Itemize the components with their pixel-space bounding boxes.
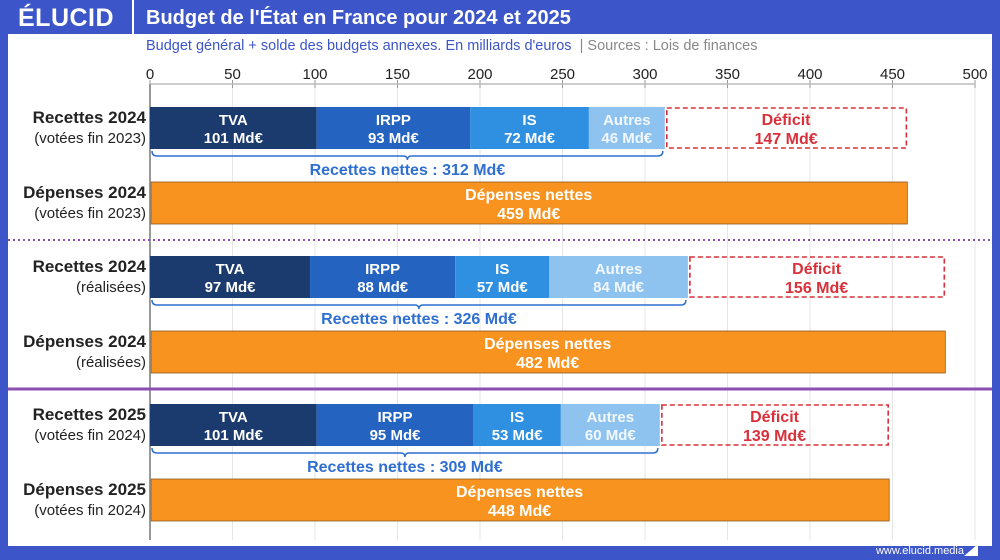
deficit-label: Déficit bbox=[762, 112, 812, 129]
bar-segment-autres bbox=[549, 256, 688, 298]
recettes-label: Recettes 2024 (votées fin 2023) bbox=[6, 107, 146, 149]
segment-name-label: Autres bbox=[595, 261, 643, 278]
segment-name-label: TVA bbox=[219, 409, 248, 426]
depenses-label: Dépenses 2024 (votées fin 2023) bbox=[6, 182, 146, 224]
x-tick-label: 400 bbox=[797, 66, 822, 83]
chart-title: Budget de l'État en France pour 2024 et … bbox=[146, 7, 571, 29]
depenses-value-label: 448 Md€ bbox=[488, 503, 551, 520]
row-label: Recettes 2024 bbox=[32, 108, 146, 127]
bar-segment-is bbox=[455, 256, 550, 298]
bar-segment-tva bbox=[150, 256, 311, 298]
deficit-box bbox=[689, 256, 946, 298]
bar-segment-irpp bbox=[310, 256, 456, 298]
row-sublabel: (réalisées) bbox=[75, 354, 146, 371]
brace bbox=[151, 150, 664, 161]
segment-name-label: IRPP bbox=[376, 112, 411, 129]
row-label: Dépenses 2025 bbox=[23, 480, 146, 499]
segment-name-label: Autres bbox=[603, 112, 651, 129]
x-tick-label: 50 bbox=[224, 66, 241, 83]
recettes-nettes-label: Recettes nettes : 312 Md€ bbox=[310, 162, 506, 179]
deficit-label: Déficit bbox=[750, 409, 800, 426]
x-tick-label: 250 bbox=[550, 66, 575, 83]
segment-value-label: 57 Md€ bbox=[477, 279, 529, 296]
bar-segment-irpp bbox=[316, 107, 471, 149]
recettes-label: Recettes 2024 (réalisées) bbox=[6, 256, 146, 298]
subtitle-text: Budget général + solde des budgets annex… bbox=[146, 38, 572, 54]
segment-name-label: IRPP bbox=[365, 261, 400, 278]
row-sublabel: (votées fin 2023) bbox=[34, 130, 146, 147]
segment-name-label: IS bbox=[510, 409, 524, 426]
segment-value-label: 60 Md€ bbox=[585, 427, 637, 444]
depenses-value-label: 482 Md€ bbox=[516, 355, 579, 372]
segment-value-label: 101 Md€ bbox=[204, 427, 264, 444]
brace bbox=[151, 299, 687, 310]
row-sublabel: (votées fin 2024) bbox=[34, 427, 146, 444]
deficit-value-label: 156 Md€ bbox=[785, 280, 848, 297]
segment-name-label: Autres bbox=[587, 409, 635, 426]
sources-text: | Sources : Lois de finances bbox=[579, 38, 758, 54]
x-tick-label: 150 bbox=[385, 66, 410, 83]
segment-name-label: IRPP bbox=[378, 409, 413, 426]
row-sublabel: (votées fin 2023) bbox=[34, 205, 146, 222]
row-label: Recettes 2025 bbox=[32, 405, 146, 424]
bar-segment-autres bbox=[588, 107, 665, 149]
segment-value-label: 53 Md€ bbox=[492, 427, 544, 444]
bar-segment-irpp bbox=[316, 404, 474, 446]
bar-depenses bbox=[150, 181, 908, 225]
segment-value-label: 72 Md€ bbox=[504, 130, 556, 147]
x-tick-label: 0 bbox=[146, 66, 154, 83]
segment-value-label: 93 Md€ bbox=[368, 130, 420, 147]
row-sublabel: (réalisées) bbox=[75, 279, 146, 296]
x-tick-label: 200 bbox=[467, 66, 492, 83]
depenses-name-label: Dépenses nettes bbox=[465, 187, 592, 204]
x-tick-label: 500 bbox=[962, 66, 987, 83]
header-divider bbox=[132, 0, 134, 36]
brace bbox=[151, 447, 659, 458]
depenses-label: Dépenses 2024 (réalisées) bbox=[6, 331, 146, 373]
deficit-value-label: 147 Md€ bbox=[755, 131, 818, 148]
x-tick-label: 100 bbox=[302, 66, 327, 83]
deficit-box bbox=[661, 404, 889, 446]
bar-depenses bbox=[150, 478, 890, 522]
depenses-value-label: 459 Md€ bbox=[497, 206, 560, 223]
depenses-label: Dépenses 2025 (votées fin 2024) bbox=[6, 479, 146, 521]
row-label: Recettes 2024 bbox=[32, 257, 146, 276]
segment-value-label: 84 Md€ bbox=[593, 279, 645, 296]
segment-value-label: 101 Md€ bbox=[204, 130, 264, 147]
recettes-nettes-label: Recettes nettes : 309 Md€ bbox=[307, 459, 503, 476]
row-sublabel: (votées fin 2024) bbox=[34, 502, 146, 519]
segment-value-label: 95 Md€ bbox=[370, 427, 422, 444]
x-tick-label: 300 bbox=[632, 66, 657, 83]
recettes-nettes-label: Recettes nettes : 326 Md€ bbox=[321, 311, 517, 328]
segment-value-label: 88 Md€ bbox=[357, 279, 409, 296]
recettes-label: Recettes 2025 (votées fin 2024) bbox=[6, 404, 146, 446]
depenses-name-label: Dépenses nettes bbox=[456, 484, 583, 501]
x-tick-label: 350 bbox=[715, 66, 740, 83]
depenses-name-label: Dépenses nettes bbox=[484, 336, 611, 353]
x-tick-label: 450 bbox=[880, 66, 905, 83]
row-label: Dépenses 2024 bbox=[23, 183, 146, 202]
elucid-footer-icon bbox=[964, 544, 978, 556]
deficit-label: Déficit bbox=[792, 261, 842, 278]
segment-value-label: 46 Md€ bbox=[601, 130, 653, 147]
segment-name-label: IS bbox=[495, 261, 509, 278]
segment-name-label: TVA bbox=[216, 261, 245, 278]
deficit-box bbox=[665, 107, 908, 149]
header: ÉLUCID Budget de l'État en France pour 2… bbox=[0, 0, 1000, 36]
footer-url[interactable]: www.elucid.media bbox=[875, 545, 964, 557]
segment-name-label: IS bbox=[522, 112, 536, 129]
bar-segment-is bbox=[473, 404, 561, 446]
bar-segment-tva bbox=[150, 404, 317, 446]
segment-name-label: TVA bbox=[219, 112, 248, 129]
bar-depenses bbox=[150, 330, 946, 374]
bar-segment-is bbox=[470, 107, 589, 149]
chart-subtitle: Budget général + solde des budgets annex… bbox=[146, 38, 758, 54]
segment-value-label: 97 Md€ bbox=[205, 279, 257, 296]
bar-segment-autres bbox=[560, 404, 660, 446]
elucid-logo: ÉLUCID bbox=[18, 4, 115, 32]
bar-segment-tva bbox=[150, 107, 317, 149]
deficit-value-label: 139 Md€ bbox=[743, 428, 806, 445]
row-label: Dépenses 2024 bbox=[23, 332, 146, 351]
